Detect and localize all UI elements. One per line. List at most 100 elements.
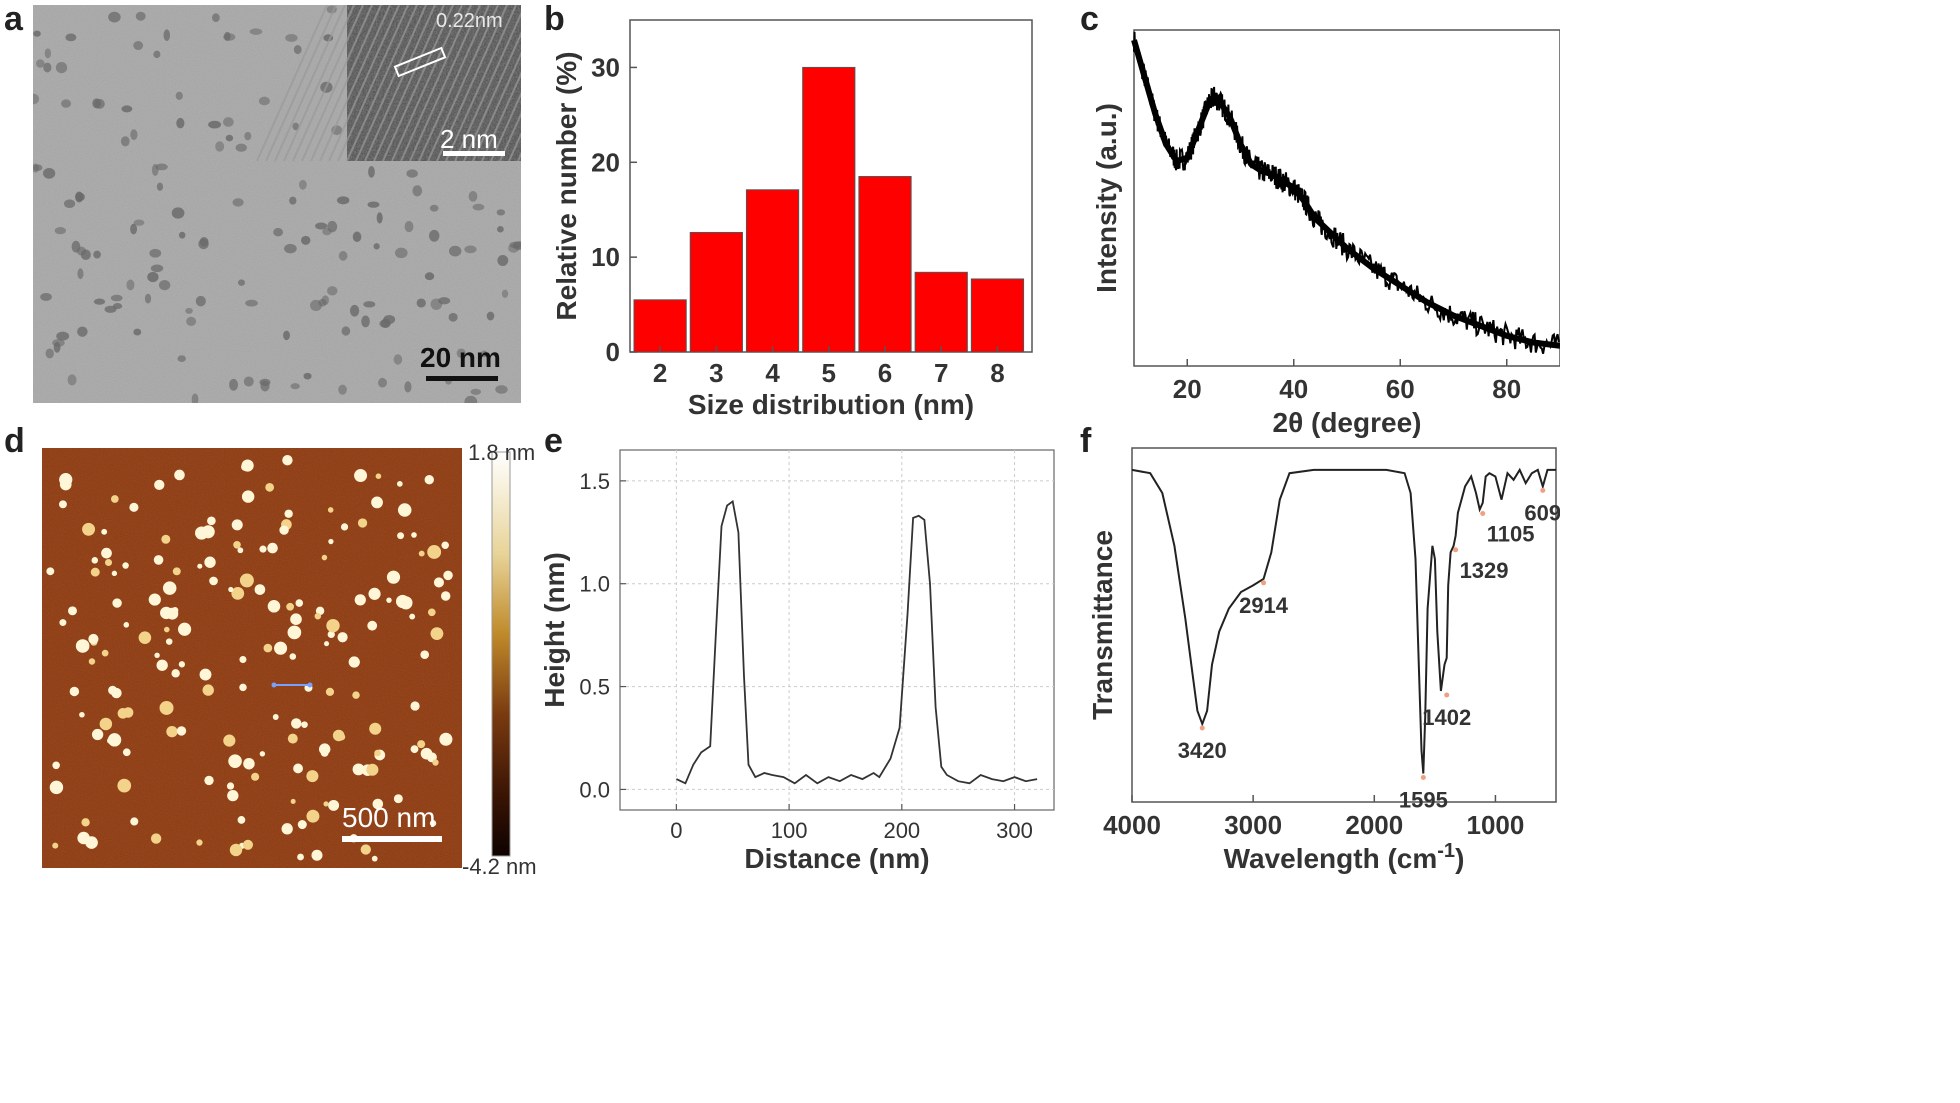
afm-particle xyxy=(337,632,348,643)
y-tick-label: 0.0 xyxy=(579,777,610,802)
nanoparticle xyxy=(376,212,383,224)
panel-letter-c: c xyxy=(1080,0,1099,38)
afm-particle xyxy=(323,801,329,807)
nanoparticle xyxy=(394,247,408,259)
afm-particle xyxy=(166,725,178,738)
afm-particle xyxy=(104,558,113,567)
bar xyxy=(914,271,968,353)
afm-particle xyxy=(242,839,254,850)
peak-label: 1595 xyxy=(1399,788,1448,813)
afm-particle xyxy=(117,778,132,793)
panel-letter-e: e xyxy=(544,422,563,460)
afm-particle xyxy=(418,550,425,557)
nanoparticle xyxy=(212,13,220,23)
nanoparticle xyxy=(363,301,376,308)
afm-particle xyxy=(409,613,416,620)
nanoparticle xyxy=(501,289,509,298)
afm-particle xyxy=(396,481,403,487)
afm-particle xyxy=(393,794,403,804)
bar xyxy=(802,66,856,353)
afm-particle xyxy=(430,627,444,641)
nanoparticle xyxy=(54,227,66,235)
tem-image xyxy=(33,5,521,403)
nanoparticle xyxy=(223,33,236,41)
afm-particle xyxy=(49,780,64,795)
nanoparticle xyxy=(480,350,488,358)
afm-particle xyxy=(178,622,192,636)
x-tick-label: 200 xyxy=(883,818,920,843)
afm-particle xyxy=(204,556,216,568)
afm-particle xyxy=(325,687,335,697)
afm-particle xyxy=(279,525,289,535)
afm-particle xyxy=(251,772,260,781)
afm-particle xyxy=(439,732,453,746)
afm-particle xyxy=(241,462,250,471)
afm-particle xyxy=(148,593,161,606)
nanoparticle xyxy=(104,305,117,313)
afm-particle xyxy=(281,823,293,835)
x-tick-label: 4 xyxy=(765,358,780,388)
afm-particle xyxy=(52,842,59,849)
afm-particle xyxy=(46,567,55,576)
afm-particle xyxy=(352,691,360,699)
lattice-fringe xyxy=(364,5,436,162)
afm-particle xyxy=(111,570,118,577)
nanoparticle xyxy=(147,271,159,283)
y-tick-label: 0 xyxy=(606,337,620,367)
y-tick-label: 0.5 xyxy=(579,675,610,700)
bar xyxy=(745,189,800,353)
colorbar-max-label: 1.8 nm xyxy=(468,440,536,465)
nanoparticle xyxy=(171,207,185,219)
nanoparticle xyxy=(285,34,298,42)
afm-particle xyxy=(427,608,436,617)
afm-particle xyxy=(259,545,267,553)
peak-marker xyxy=(1480,511,1486,516)
lattice-fringe xyxy=(274,5,346,162)
nanoparticle xyxy=(424,272,435,281)
afm-particle xyxy=(357,518,368,528)
y-axis-label: Transmittance xyxy=(1087,530,1118,720)
y-axis-label: Intensity (a.u.) xyxy=(1091,103,1122,293)
afm-particle xyxy=(287,733,298,744)
afm-particle xyxy=(110,495,119,503)
afm-particle xyxy=(228,754,242,768)
nanoparticle xyxy=(176,117,185,129)
peak-label: 1402 xyxy=(1422,705,1471,730)
x-tick-label: 20 xyxy=(1173,374,1202,404)
peak-marker xyxy=(1540,487,1546,493)
nanoparticle xyxy=(150,264,164,273)
afm-particle xyxy=(320,748,329,757)
afm-particle xyxy=(88,658,96,665)
nanoparticle xyxy=(36,59,45,68)
afm-particle xyxy=(432,759,439,766)
hrtem-inset xyxy=(256,5,521,162)
lattice-fringe xyxy=(256,5,328,162)
nanoparticle xyxy=(215,141,225,152)
plot-frame xyxy=(619,449,1055,811)
x-tick-label: 300 xyxy=(996,818,1033,843)
afm-particle xyxy=(374,749,381,757)
afm-particle xyxy=(306,770,319,783)
inset-scale-label: 2 nm xyxy=(440,124,498,154)
afm-particle xyxy=(369,722,382,735)
nanoparticle xyxy=(158,279,171,291)
afm-image xyxy=(42,448,462,868)
lattice-fringe xyxy=(319,5,391,162)
nanoparticle xyxy=(327,286,338,296)
afm-particle xyxy=(443,570,453,581)
nanoparticle xyxy=(299,179,307,190)
nanoparticle xyxy=(149,248,162,258)
afm-particle xyxy=(297,853,304,861)
afm-particle xyxy=(68,606,77,616)
nanoparticle xyxy=(293,45,302,55)
afm-particle xyxy=(77,831,90,845)
afm-particle xyxy=(174,469,185,481)
x-tick-label: 2000 xyxy=(1345,810,1403,840)
x-axis-label: Size distribution (nm) xyxy=(688,389,974,420)
afm-particle xyxy=(59,478,72,491)
afm-particle xyxy=(424,475,434,485)
afm-particle xyxy=(231,586,245,600)
y-tick-label: 10 xyxy=(591,242,620,272)
afm-particle xyxy=(311,849,323,861)
nanoparticle xyxy=(361,315,370,328)
